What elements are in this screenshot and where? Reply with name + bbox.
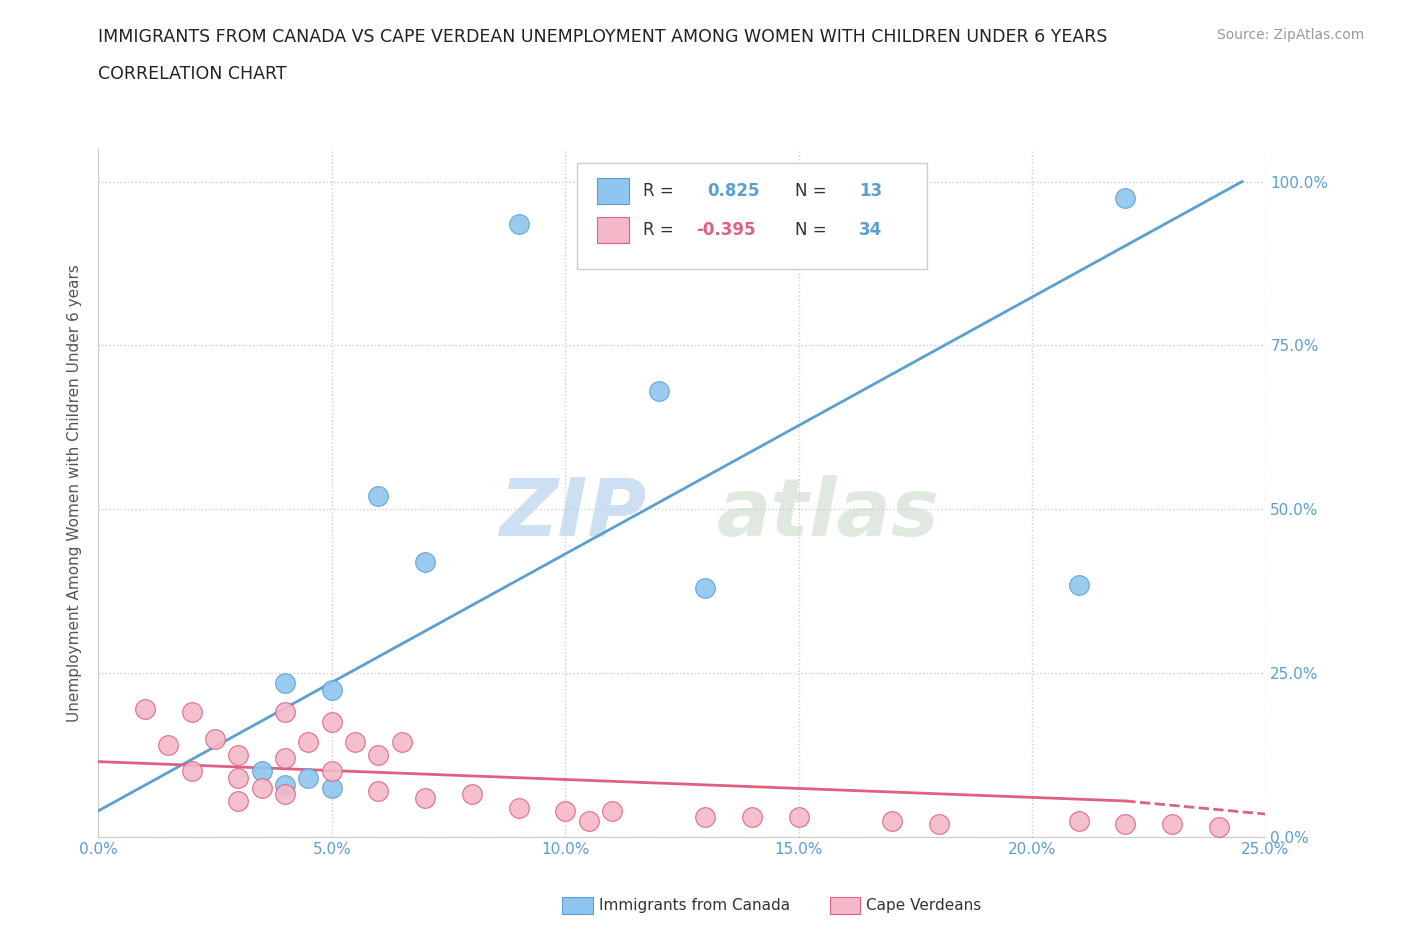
Text: R =: R = [644, 221, 673, 239]
Point [461, 787, 484, 802]
Text: ZIP: ZIP [499, 474, 647, 552]
Point [180, 705, 202, 720]
Text: -0.395: -0.395 [696, 221, 755, 239]
Point [344, 735, 367, 750]
Text: 13: 13 [859, 181, 883, 200]
Y-axis label: Unemployment Among Women with Children Under 6 years: Unemployment Among Women with Children U… [67, 264, 83, 722]
Text: IMMIGRANTS FROM CANADA VS CAPE VERDEAN UNEMPLOYMENT AMONG WOMEN WITH CHILDREN UN: IMMIGRANTS FROM CANADA VS CAPE VERDEAN U… [98, 28, 1108, 46]
Point [180, 764, 202, 779]
Point [228, 748, 250, 763]
Point [250, 764, 273, 779]
Point [647, 384, 669, 399]
Point [928, 817, 950, 831]
Point [228, 771, 250, 786]
Point [1114, 817, 1136, 831]
Text: Immigrants from Canada: Immigrants from Canada [599, 898, 790, 913]
Point [508, 217, 530, 232]
Point [554, 804, 576, 818]
Point [228, 793, 250, 808]
Text: N =: N = [796, 221, 827, 239]
Point [1161, 817, 1184, 831]
Point [741, 810, 763, 825]
Point [1114, 191, 1136, 206]
Point [297, 771, 319, 786]
Text: Source: ZipAtlas.com: Source: ZipAtlas.com [1216, 28, 1364, 42]
Point [880, 813, 903, 828]
FancyBboxPatch shape [576, 163, 927, 270]
Point [204, 731, 226, 746]
Point [508, 800, 530, 815]
Point [1208, 819, 1230, 834]
Text: CORRELATION CHART: CORRELATION CHART [98, 65, 287, 83]
Point [321, 715, 343, 730]
Point [274, 787, 297, 802]
Point [578, 813, 600, 828]
Text: 34: 34 [859, 221, 883, 239]
Point [250, 780, 273, 795]
Text: N =: N = [796, 181, 827, 200]
Point [600, 804, 623, 818]
Point [321, 780, 343, 795]
Point [274, 675, 297, 690]
Point [695, 580, 717, 595]
Point [157, 737, 180, 752]
Text: atlas: atlas [717, 474, 939, 552]
Text: R =: R = [644, 181, 673, 200]
Point [321, 682, 343, 697]
FancyBboxPatch shape [596, 178, 630, 204]
Text: Cape Verdeans: Cape Verdeans [866, 898, 981, 913]
Point [321, 764, 343, 779]
Point [413, 554, 436, 569]
Text: 0.825: 0.825 [707, 181, 761, 200]
Point [413, 790, 436, 805]
Point [134, 702, 156, 717]
Point [367, 748, 389, 763]
Point [391, 735, 413, 750]
Point [274, 705, 297, 720]
Point [1067, 813, 1090, 828]
Point [695, 810, 717, 825]
Point [367, 489, 389, 504]
Point [1067, 578, 1090, 592]
Point [274, 751, 297, 765]
Point [367, 784, 389, 799]
Point [297, 735, 319, 750]
FancyBboxPatch shape [596, 217, 630, 243]
Point [274, 777, 297, 792]
Point [787, 810, 810, 825]
